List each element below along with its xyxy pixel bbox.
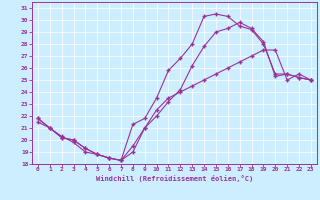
- X-axis label: Windchill (Refroidissement éolien,°C): Windchill (Refroidissement éolien,°C): [96, 175, 253, 182]
